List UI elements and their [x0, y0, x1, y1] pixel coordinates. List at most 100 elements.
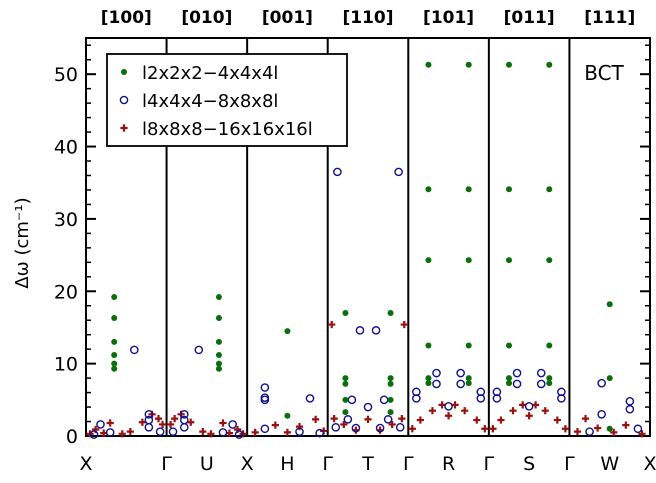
data-point	[394, 167, 403, 177]
data-point	[416, 416, 424, 424]
data-point	[387, 380, 394, 387]
data-point	[111, 315, 118, 322]
data-point	[465, 257, 472, 264]
x-tick-label: S	[523, 453, 535, 475]
data-point	[363, 402, 373, 412]
data-point	[171, 415, 179, 423]
data-point	[328, 320, 336, 329]
data-point	[387, 309, 394, 316]
legend-box	[106, 53, 348, 147]
data-point	[260, 383, 270, 392]
data-point	[625, 404, 635, 414]
x-tick-label: T	[361, 453, 374, 475]
x-tick-label: Γ	[161, 453, 172, 475]
x-tick-label: Γ	[564, 453, 575, 475]
segment-label: [110]	[342, 8, 393, 28]
data-point	[187, 418, 195, 426]
data-point	[111, 338, 118, 345]
data-point	[536, 368, 546, 378]
data-point	[506, 61, 512, 68]
data-point	[512, 379, 522, 389]
data-point	[425, 61, 432, 68]
data-point	[315, 428, 324, 438]
data-point	[432, 379, 441, 389]
data-point	[638, 430, 646, 438]
series-0	[111, 61, 613, 432]
data-point	[168, 427, 178, 436]
data-point	[561, 425, 569, 433]
data-point	[144, 409, 154, 419]
data-point	[111, 365, 118, 372]
data-point	[606, 301, 613, 308]
data-point	[473, 416, 481, 424]
data-point	[573, 428, 582, 436]
segment-label: [111]	[584, 8, 635, 28]
data-point	[364, 415, 372, 423]
data-point	[219, 419, 227, 427]
legend-marker	[119, 95, 129, 105]
data-point	[408, 425, 416, 433]
data-point	[432, 368, 441, 378]
data-point	[218, 428, 228, 437]
data-point	[465, 380, 472, 387]
x-tick-label: X	[643, 453, 656, 475]
data-point	[506, 186, 512, 193]
data-point	[199, 428, 207, 436]
data-point	[506, 380, 512, 387]
data-point	[179, 423, 189, 432]
legend-label: l2x2x2−4x4x4l	[142, 63, 278, 84]
x-tick-label: Γ	[322, 453, 333, 475]
data-point	[597, 409, 606, 419]
data-point	[524, 402, 534, 411]
data-point	[312, 415, 320, 423]
data-point	[506, 342, 512, 349]
data-point	[425, 257, 432, 264]
data-point	[138, 418, 146, 426]
data-point	[546, 380, 553, 387]
data-point	[305, 394, 315, 403]
data-point	[158, 420, 167, 429]
data-point	[594, 424, 602, 432]
data-point	[89, 430, 99, 439]
data-point	[355, 326, 365, 335]
data-point	[260, 395, 270, 405]
data-point	[425, 380, 432, 387]
data-point	[342, 380, 349, 387]
data-point	[412, 394, 421, 403]
data-point	[383, 415, 393, 424]
y-tick-label: 50	[54, 64, 78, 86]
data-point	[126, 428, 134, 436]
data-point	[557, 394, 566, 403]
data-point	[476, 394, 486, 403]
data-point	[398, 415, 406, 423]
data-point	[333, 167, 342, 177]
x-tick-label: X	[79, 453, 92, 475]
x-tick-label: Γ	[403, 453, 414, 475]
data-point	[347, 395, 357, 405]
data-point	[465, 342, 472, 349]
data-point	[465, 375, 472, 382]
data-point	[342, 409, 349, 416]
data-point	[585, 427, 594, 436]
x-tick-label: R	[442, 453, 455, 475]
data-point	[581, 415, 590, 423]
x-tick-label: W	[600, 453, 619, 475]
data-point	[387, 396, 394, 403]
data-point	[456, 368, 465, 378]
segment-label: [100]	[101, 8, 152, 28]
data-point	[400, 320, 408, 329]
y-tick-label: 10	[54, 354, 78, 376]
data-point	[425, 186, 432, 193]
y-tick-label: 20	[54, 281, 78, 303]
data-point	[105, 428, 115, 437]
data-point	[167, 420, 175, 429]
data-point	[342, 375, 349, 382]
data-point	[179, 409, 189, 419]
data-point	[207, 430, 215, 438]
data-point	[512, 368, 522, 378]
data-point	[525, 412, 533, 420]
data-point	[622, 421, 630, 429]
data-point	[295, 422, 304, 431]
